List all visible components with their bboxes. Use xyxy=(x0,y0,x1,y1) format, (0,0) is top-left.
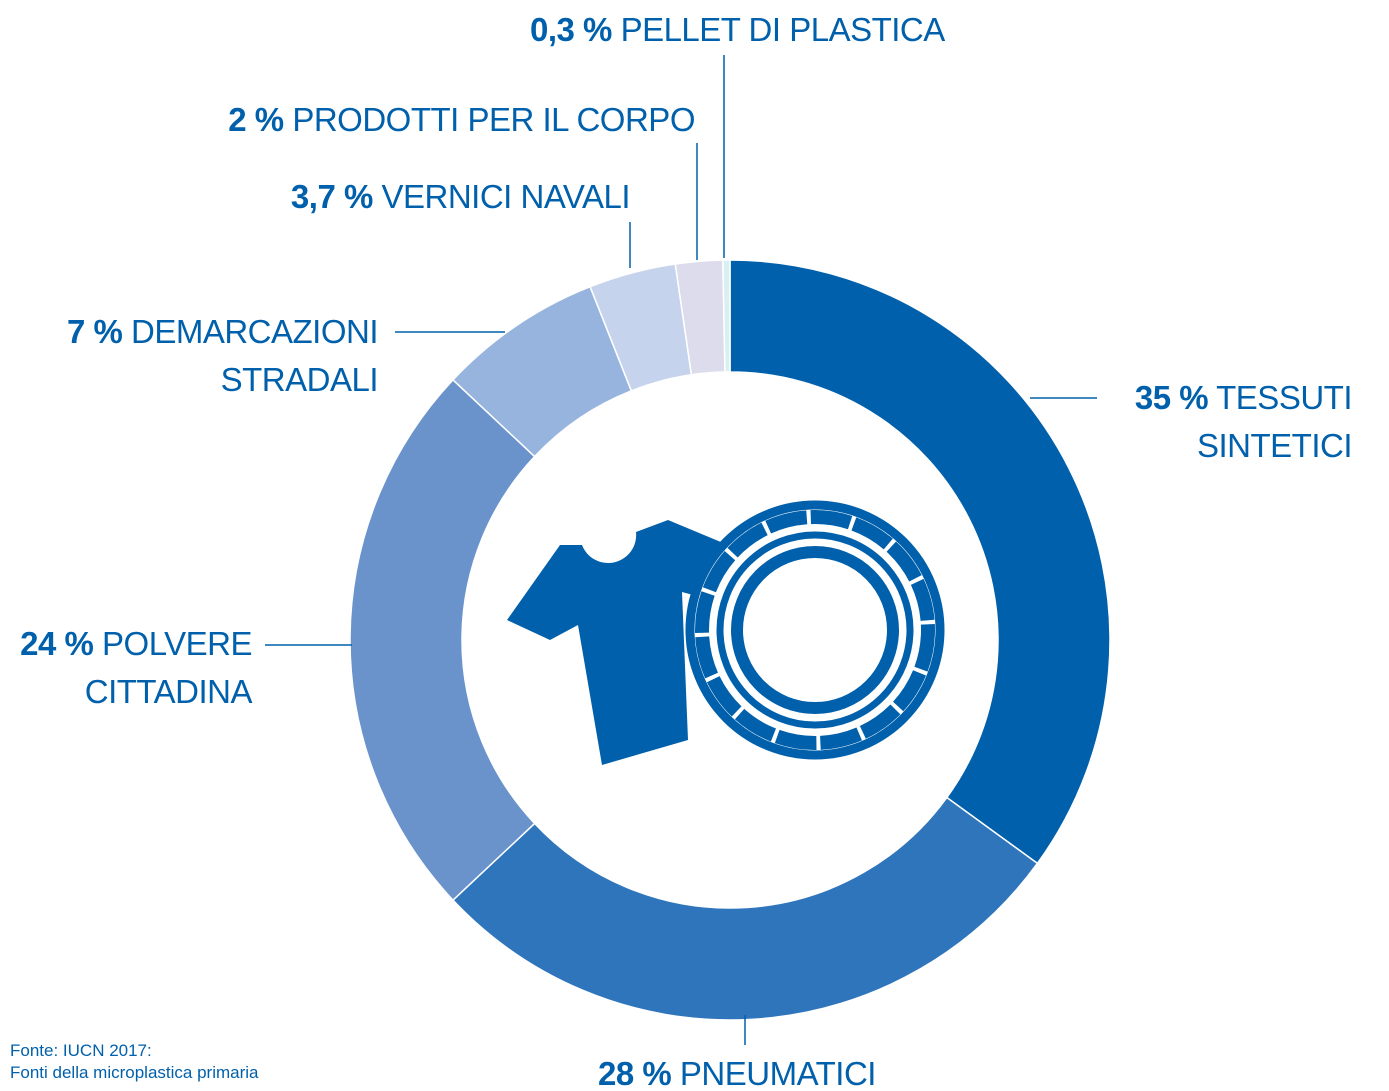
donut-segment xyxy=(722,259,731,373)
value-label: 24 % xyxy=(20,625,94,662)
value-label: 2 % xyxy=(228,101,284,138)
value-label: 28 % xyxy=(598,1055,672,1091)
donut-segment xyxy=(349,378,536,902)
donut-segment xyxy=(451,796,1039,1021)
data-label: 28 % PNEUMATICI xyxy=(598,1050,876,1091)
data-label: 7 % DEMARCAZIONI STRADALI xyxy=(38,308,379,404)
data-label: 2 % PRODOTTI PER IL CORPO xyxy=(228,96,695,144)
value-label: 0,3 % xyxy=(530,11,612,48)
category-label: TESSUTI SINTETICI xyxy=(1196,379,1353,464)
source-note: Fonte: IUCN 2017: Fonti della microplasti… xyxy=(10,1040,258,1084)
value-label: 7 % xyxy=(66,313,123,350)
data-label: 0,3 % PELLET DI PLASTICA xyxy=(530,6,945,54)
data-label: 24 % POLVERE CITTADINA xyxy=(12,620,252,716)
source-line: Fonte: IUCN 2017: xyxy=(10,1041,152,1060)
category-label: VERNICI NAVALI xyxy=(381,178,630,215)
category-label: PNEUMATICI xyxy=(679,1055,877,1091)
category-label: DEMARCAZIONI STRADALI xyxy=(130,313,379,398)
category-label: PELLET DI PLASTICA xyxy=(620,11,946,48)
shirt-icon xyxy=(507,520,728,765)
category-label: PRODOTTI PER IL CORPO xyxy=(292,101,695,138)
data-label: 35 % TESSUTI SINTETICI xyxy=(1102,374,1353,470)
leader-lines xyxy=(265,55,1097,1045)
category-label: POLVERE CITTADINA xyxy=(84,625,253,710)
value-label: 3,7 % xyxy=(290,178,373,215)
tire-icon xyxy=(685,500,945,760)
data-label: 3,7 % VERNICI NAVALI xyxy=(290,173,631,221)
value-label: 35 % xyxy=(1134,379,1209,416)
donut-segment xyxy=(729,259,1111,865)
source-line: Fonti della microplastica primaria xyxy=(10,1063,259,1082)
